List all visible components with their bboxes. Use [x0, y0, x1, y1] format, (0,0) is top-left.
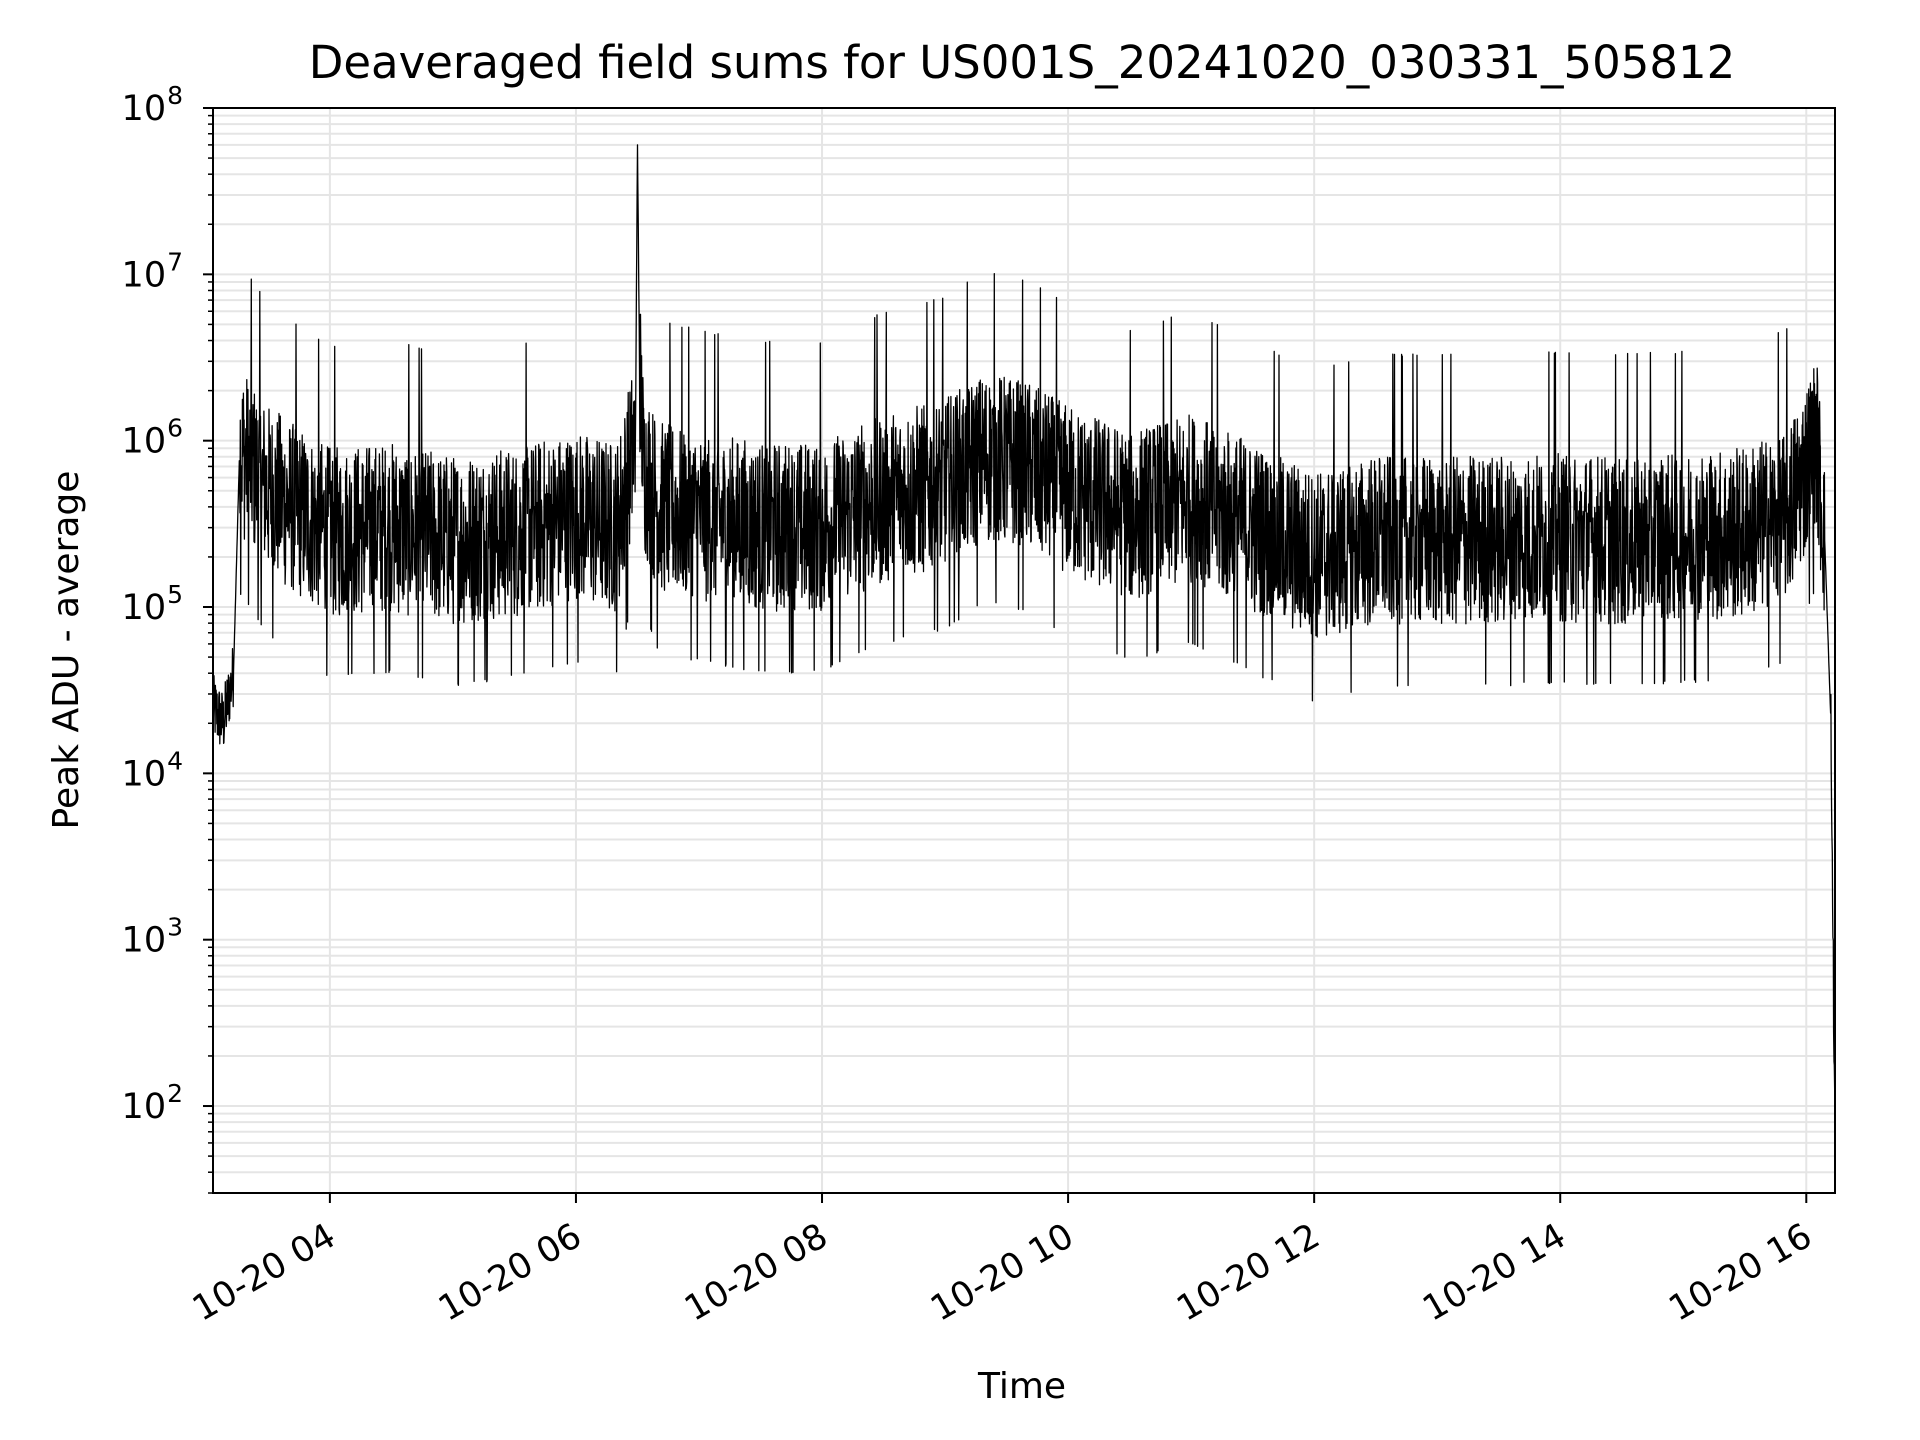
data-series [212, 144, 1836, 1143]
y-tick-label: 104 [122, 746, 183, 794]
y-axis-label: Peak ADU - average [46, 471, 87, 830]
y-tick-label: 103 [122, 913, 183, 961]
axis-ticks [203, 107, 1808, 1203]
plot-frame [212, 107, 1836, 1194]
y-tick-label: 105 [122, 580, 183, 628]
y-tick-label: 106 [122, 414, 183, 462]
y-tick-label: 107 [122, 247, 183, 295]
chart-title: Deaveraged field sums for US001S_2024102… [309, 36, 1736, 89]
y-tick-label: 108 [122, 81, 183, 129]
series-line [212, 144, 1836, 1143]
y-tick-label: 102 [122, 1079, 183, 1127]
x-axis-label: Time [977, 1366, 1066, 1407]
